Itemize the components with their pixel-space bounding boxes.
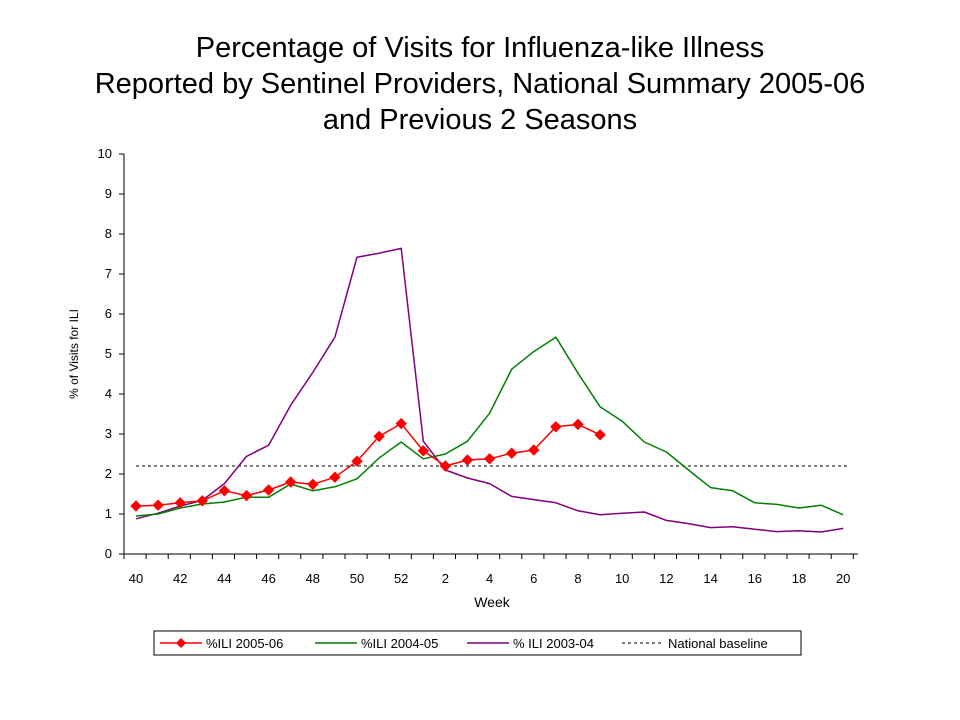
y-tick-label: 4 [105,386,112,401]
data-point-2005-06 [262,484,275,496]
y-tick-label: 10 [98,146,112,161]
data-point-2005-06 [196,495,209,507]
legend-label: %ILI 2005-06 [206,636,283,651]
y-tick-label: 9 [105,186,112,201]
x-tick-label: 8 [574,571,581,586]
x-tick-label: 50 [350,571,364,586]
x-tick-label: 14 [703,571,717,586]
series-line-2004-05 [135,336,844,517]
legend-item-2005-06: %ILI 2005-06 [160,636,283,651]
x-tick-label: 52 [394,571,408,586]
x-tick-label: 4 [486,571,493,586]
x-tick-label: 12 [659,571,673,586]
data-point-2005-06 [373,430,385,443]
y-tick-label: 5 [105,346,112,361]
data-point-2005-06 [240,489,253,502]
series-layer [130,247,844,533]
legend-swatch-marker [176,638,186,648]
data-point-2005-06 [130,500,142,512]
chart-title-line-1: Percentage of Visits for Influenza-like … [195,32,765,64]
data-point-2005-06 [307,478,319,491]
x-tick-label: 20 [836,571,850,586]
data-point-2005-06 [550,421,562,433]
legend-item-2003-04: % ILI 2003-04 [467,636,594,651]
y-tick-label: 3 [105,426,112,441]
x-tick-label: 42 [173,571,187,586]
data-point-2005-06 [505,447,518,459]
x-tick-label: 10 [615,571,629,586]
x-tick-label: 18 [792,571,806,586]
y-tick-label: 0 [105,546,112,561]
x-tick-label: 44 [217,571,231,586]
legend-item-2004-05: %ILI 2004-05 [315,636,438,651]
legend-label: %ILI 2004-05 [361,636,438,651]
x-tick-label: 48 [306,571,320,586]
x-tick-label: 6 [530,571,537,586]
data-point-2005-06 [351,455,363,467]
y-tick-label: 7 [105,266,112,281]
y-tick-label: 6 [105,306,112,321]
data-point-2005-06 [174,497,186,509]
data-point-2005-06 [395,417,407,430]
data-point-2005-06 [284,476,297,488]
y-axis-label: % of Visits for ILI [67,309,81,399]
data-point-2005-06 [439,460,452,472]
data-point-2005-06 [528,444,540,456]
data-point-2005-06 [461,454,474,466]
series-line-2005-06 [135,422,601,507]
data-point-2005-06 [417,445,430,457]
legend-label: National baseline [668,636,768,651]
chart-title-line-3: and Previous 2 Seasons [322,104,638,136]
legend-item-baseline: National baseline [622,636,768,651]
x-axis-label: Week [474,594,511,610]
y-tick-label: 2 [105,466,112,481]
y-tick-label: 8 [105,226,112,241]
data-point-2005-06 [152,499,164,511]
y-tick-label: 1 [105,506,112,521]
data-point-2005-06 [218,485,231,497]
chart-title: Percentage of Visits for Influenza-like … [0,30,960,138]
x-tick-label: 2 [442,571,449,586]
x-tick-label: 46 [261,571,275,586]
series-line-2003-04 [135,247,844,533]
x-tick-label: 16 [748,571,762,586]
chart-title-line-2: Reported by Sentinel Providers, National… [94,68,866,100]
legend-label: % ILI 2003-04 [513,636,594,651]
x-tick-label: 40 [129,571,143,586]
data-point-2005-06 [329,471,341,483]
legend: %ILI 2005-06 %ILI 2004-05 % ILI 2003-04 Nat… [153,630,802,656]
data-point-2005-06 [572,418,584,431]
data-point-2005-06 [483,453,496,465]
data-point-2005-06 [594,429,606,441]
